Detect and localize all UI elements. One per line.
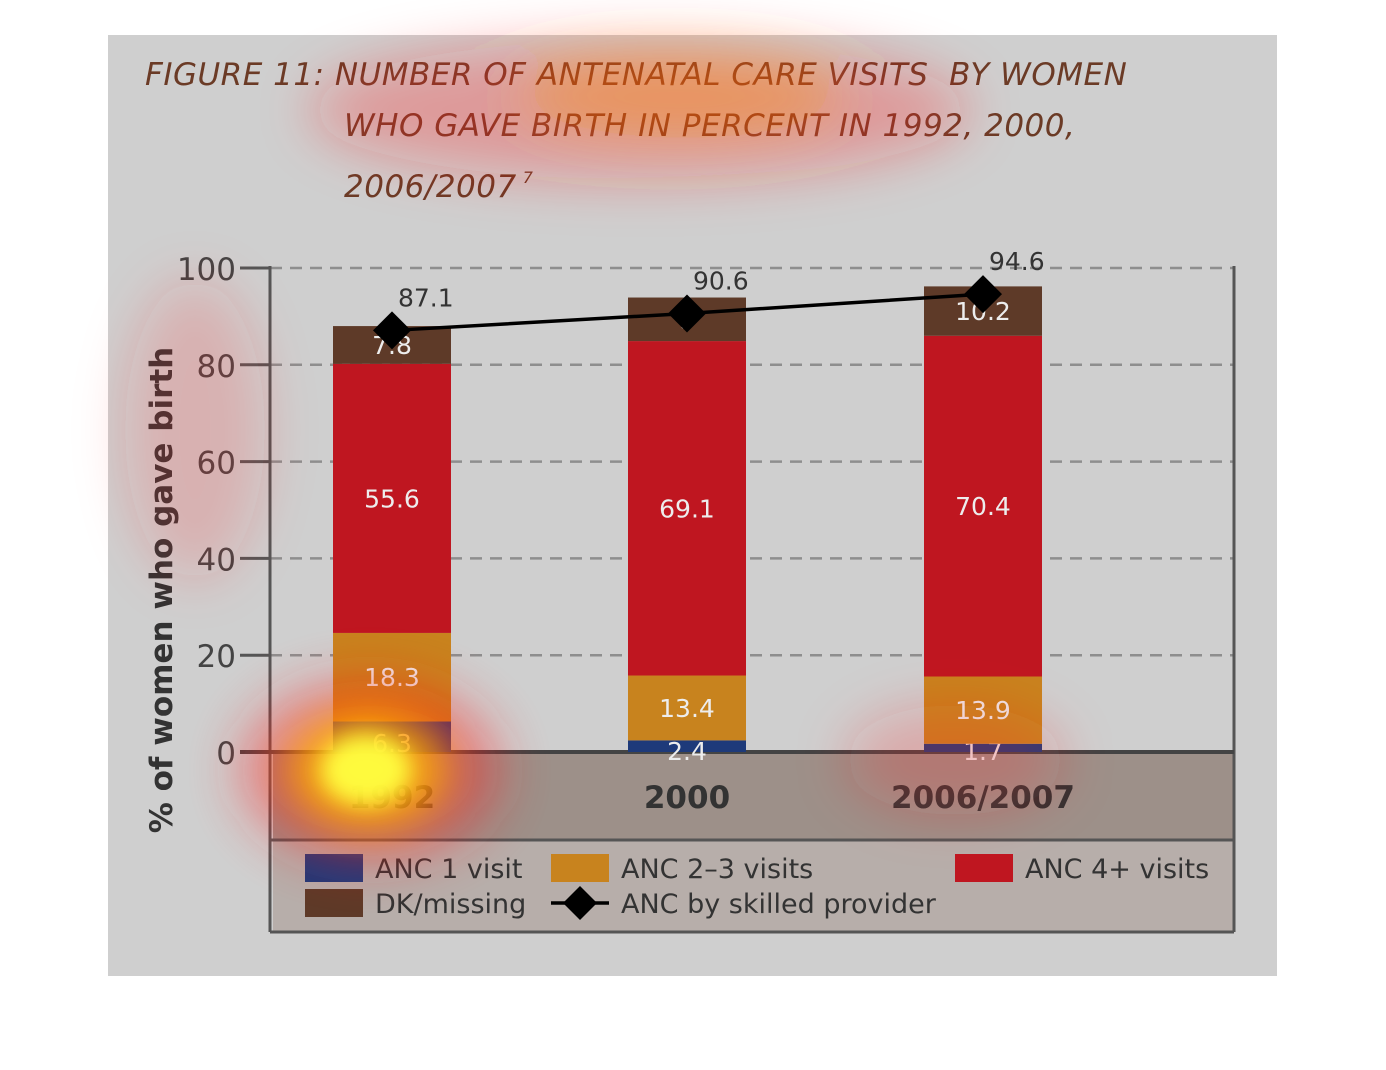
line-series-marker — [964, 275, 1002, 314]
line-series-marker — [668, 294, 706, 333]
legend-swatch — [955, 854, 1013, 882]
legend-swatch — [305, 889, 363, 917]
bar-segment — [333, 363, 451, 633]
chart-line-series: 87.1 90.6 94.6 — [373, 247, 1045, 350]
bar-segment — [628, 740, 746, 752]
chart-legend: ANC 1 visit ANC 2–3 visits ANC 4+ visits DK… — [305, 854, 1209, 920]
legend-marker — [563, 886, 597, 920]
bar-data-label: 13.4 — [659, 694, 715, 723]
bar-segment — [628, 675, 746, 741]
y-tick-label: 0 — [216, 736, 236, 772]
chart-bars: 6.318.355.67.819922.413.469.1920001.713.… — [333, 286, 1075, 816]
legend-label: ANC 1 visit — [375, 854, 523, 885]
x-category-label: 2006/2007 — [891, 780, 1075, 816]
y-tick-label: 40 — [197, 542, 236, 578]
line-data-label: 87.1 — [398, 283, 454, 312]
y-tick-label: 20 — [197, 639, 236, 675]
bar-data-label: 69.1 — [659, 494, 715, 523]
bar-segment — [924, 335, 1042, 677]
legend-label: ANC 2–3 visits — [621, 854, 813, 885]
x-category-label: 2000 — [644, 780, 730, 816]
bar-data-label: 55.6 — [364, 484, 420, 513]
legend-label: ANC 4+ visits — [1025, 854, 1209, 885]
y-axis-title: % of women who gave birth — [144, 347, 180, 833]
y-tick-label: 80 — [197, 349, 236, 385]
y-tick-label: 60 — [197, 446, 236, 482]
bar-data-label: 13.9 — [955, 696, 1011, 725]
legend-swatch — [551, 854, 609, 882]
x-category-label: 1992 — [349, 780, 435, 816]
bar-data-label: 6.3 — [372, 729, 412, 758]
y-tick-label: 100 — [177, 252, 236, 288]
bar-data-label: 18.3 — [364, 663, 420, 692]
legend-label: ANC by skilled provider — [621, 889, 937, 920]
bar-segment — [628, 341, 746, 676]
line-data-label: 90.6 — [693, 266, 749, 295]
line-data-label: 94.6 — [989, 247, 1045, 276]
bar-data-label: 70.4 — [955, 492, 1011, 521]
legend-swatch — [305, 854, 363, 882]
bar-data-label: 2.4 — [667, 737, 707, 766]
line-series-marker — [373, 311, 411, 350]
legend-label: DK/missing — [375, 889, 526, 920]
